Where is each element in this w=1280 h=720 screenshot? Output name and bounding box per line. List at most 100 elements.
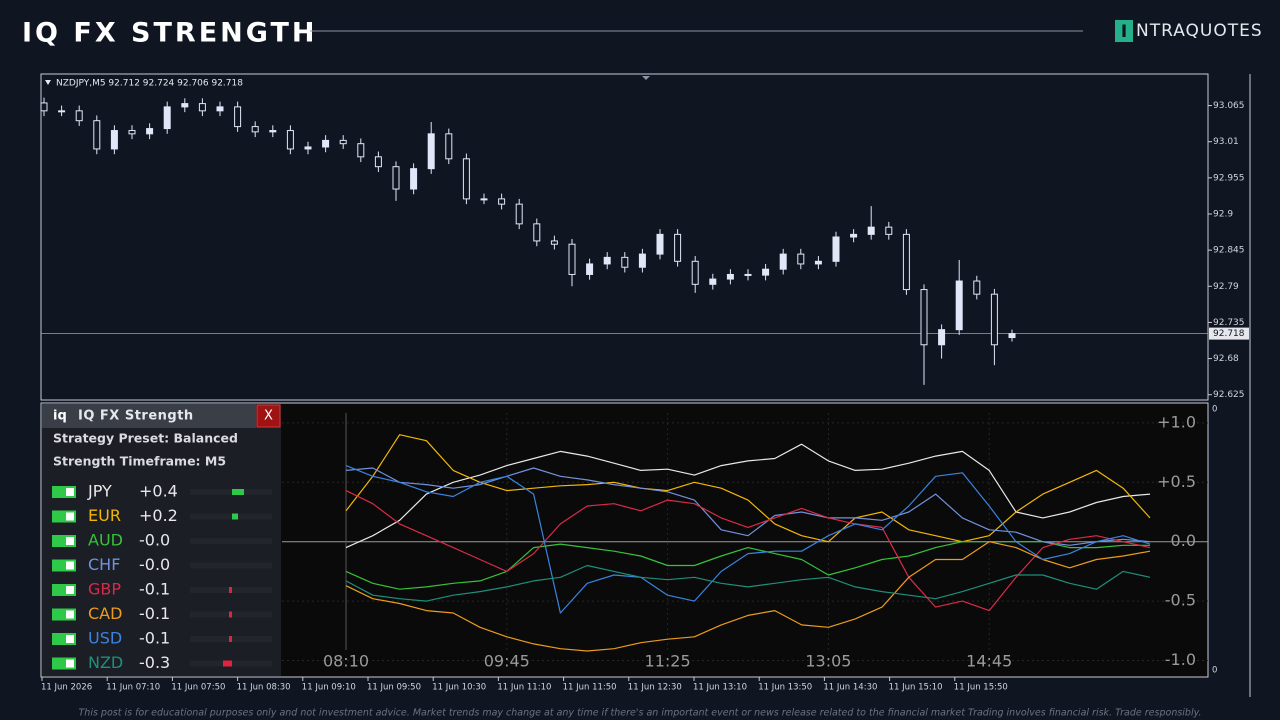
strength-track bbox=[190, 489, 272, 495]
candle-body bbox=[744, 273, 752, 276]
legend-label: CAD bbox=[88, 604, 122, 623]
toggle-knob[interactable] bbox=[66, 488, 74, 496]
panel-titlebar bbox=[42, 404, 256, 428]
legend-label: NZD bbox=[88, 653, 123, 672]
candle-body bbox=[814, 260, 822, 265]
symbol-menu bbox=[45, 80, 51, 85]
x-tick-label: 08:10 bbox=[323, 652, 369, 671]
candle-body bbox=[797, 253, 805, 265]
strength-bar bbox=[232, 489, 244, 495]
candle-body bbox=[498, 198, 506, 205]
candle-body bbox=[286, 130, 294, 150]
symbol-info: NZDJPY,M5 92.712 92.724 92.706 92.718 bbox=[56, 79, 243, 89]
disclaimer: This post is for educational purposes on… bbox=[79, 708, 1202, 719]
candle-body bbox=[216, 106, 224, 112]
candle-body bbox=[938, 329, 946, 346]
legend-label: USD bbox=[88, 629, 122, 648]
page-title: IQ FX STRENGTH bbox=[22, 18, 317, 49]
candle-body bbox=[621, 256, 629, 268]
y-tick-label: 92.955 bbox=[1213, 173, 1245, 183]
candle-body bbox=[251, 126, 259, 133]
legend-label: CHF bbox=[88, 555, 120, 574]
candle-body bbox=[392, 166, 400, 190]
candle-body bbox=[603, 256, 611, 265]
candle-body bbox=[990, 293, 998, 346]
close-button[interactable] bbox=[256, 404, 281, 428]
scale-label: 0 bbox=[1212, 405, 1217, 415]
toggle-knob[interactable] bbox=[66, 610, 74, 619]
strength-value: -0.1 bbox=[139, 580, 170, 599]
time-label: 11 Jun 2026 bbox=[41, 683, 92, 693]
candle-body bbox=[445, 133, 453, 160]
strength-value: -0.1 bbox=[139, 604, 170, 623]
strength-value: +0.2 bbox=[139, 506, 178, 525]
strength-line bbox=[345, 541, 1151, 652]
candle-body bbox=[515, 203, 523, 225]
candle-body bbox=[374, 156, 382, 168]
y-tick-label: -1.0 bbox=[1165, 650, 1196, 669]
y-tick-label: 92.735 bbox=[1213, 318, 1245, 328]
toggle-knob[interactable] bbox=[66, 586, 74, 594]
y-tick-label: 92.625 bbox=[1213, 390, 1245, 400]
toggle-knob[interactable] bbox=[66, 659, 74, 668]
y-tick-label: -0.5 bbox=[1165, 591, 1196, 610]
time-label: 11 Jun 14:30 bbox=[823, 683, 877, 693]
legend-label: EUR bbox=[88, 506, 121, 525]
candle-body bbox=[181, 103, 189, 108]
candle-body bbox=[93, 120, 101, 150]
candle-body bbox=[75, 110, 83, 122]
candle-body bbox=[40, 102, 48, 112]
candle-body bbox=[322, 139, 330, 148]
time-label: 11 Jun 15:50 bbox=[954, 683, 1008, 693]
close-label[interactable]: X bbox=[264, 409, 273, 424]
toggle-knob[interactable] bbox=[66, 512, 74, 521]
strength-value: -0.3 bbox=[139, 653, 170, 672]
time-label: 11 Jun 09:50 bbox=[367, 683, 421, 693]
time-label: 11 Jun 10:30 bbox=[432, 683, 486, 693]
strength-rows: JPY +0.4 EUR +0.2 AUD -0.0 CHF -0.0 GBP -0.1 CAD -0… bbox=[52, 482, 272, 672]
toggle-knob[interactable] bbox=[66, 537, 74, 545]
strength-line bbox=[345, 564, 1151, 602]
candle-body bbox=[902, 233, 910, 291]
strength-track bbox=[190, 538, 272, 544]
strength-value: -0.1 bbox=[139, 629, 170, 648]
last-price-label: 92.718 bbox=[1213, 329, 1245, 339]
y-tick-label: +0.5 bbox=[1157, 472, 1196, 491]
strength-bar bbox=[232, 513, 238, 520]
candle-body bbox=[762, 268, 770, 276]
y-tick-label: 92.68 bbox=[1213, 354, 1239, 364]
candle-body bbox=[1008, 333, 1016, 339]
candle-body bbox=[920, 289, 928, 346]
candle-body bbox=[955, 280, 963, 331]
x-tick-label: 14:45 bbox=[966, 652, 1012, 671]
candle-body bbox=[638, 253, 646, 268]
strength-track bbox=[190, 562, 272, 569]
scale-label: 0 bbox=[1212, 666, 1217, 676]
time-label: 11 Jun 08:30 bbox=[237, 683, 291, 693]
toggle-knob[interactable] bbox=[66, 561, 74, 570]
candle-body bbox=[568, 243, 576, 275]
candle-body bbox=[832, 236, 840, 262]
x-tick-label: 11:25 bbox=[645, 652, 691, 671]
panel-title: IQ FX Strength bbox=[78, 409, 194, 424]
logo-box bbox=[1115, 20, 1133, 42]
candle-body bbox=[885, 226, 893, 235]
strength-line bbox=[345, 465, 1151, 614]
legend-label: JPY bbox=[87, 482, 112, 501]
candle-body bbox=[586, 263, 594, 275]
time-label: 11 Jun 13:50 bbox=[758, 683, 812, 693]
strength-value: -0.0 bbox=[139, 531, 170, 550]
panel-icon: iq bbox=[53, 409, 67, 424]
strength-value: -0.0 bbox=[139, 555, 170, 574]
candle-body bbox=[163, 106, 171, 130]
time-label: 11 Jun 09:10 bbox=[302, 683, 356, 693]
candle-body bbox=[867, 226, 875, 235]
y-tick-label: 92.845 bbox=[1213, 246, 1245, 256]
candle-body bbox=[850, 233, 858, 238]
toggle-knob[interactable] bbox=[66, 635, 74, 643]
y-tick-label: 93.01 bbox=[1213, 137, 1239, 147]
candle-body bbox=[304, 146, 312, 150]
y-tick-label: 92.9 bbox=[1213, 210, 1233, 220]
strength-bar bbox=[229, 587, 232, 593]
strength-track bbox=[190, 513, 272, 520]
